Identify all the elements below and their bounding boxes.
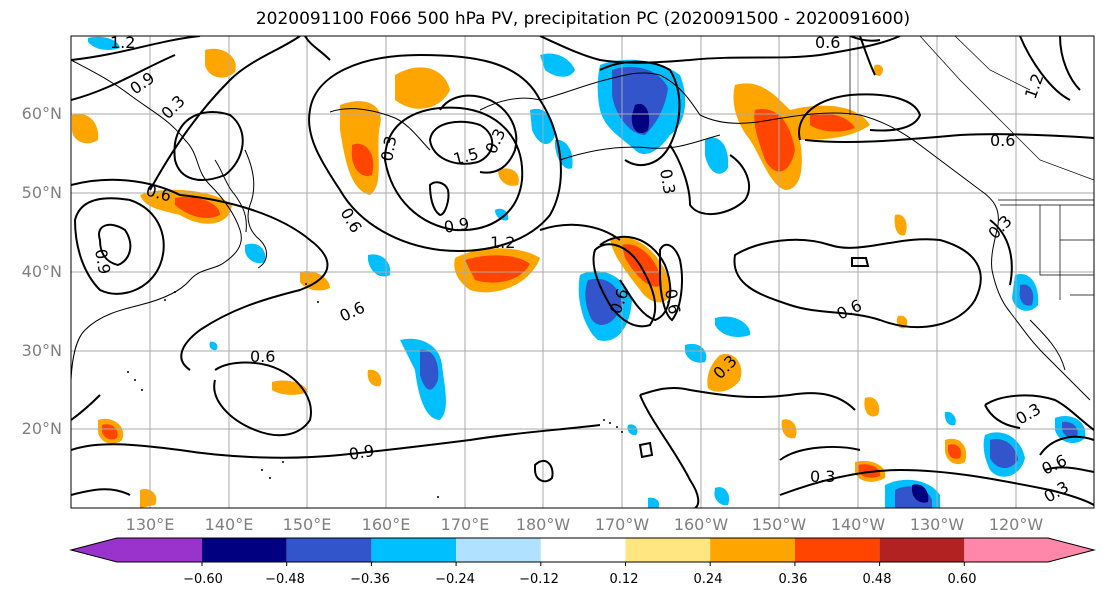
colorbar-tick-label: 0.12 (609, 572, 639, 587)
lon-label-150w: 150°W (751, 515, 807, 534)
contour-label: 0.9 (91, 247, 114, 275)
contour-label: 1.2 (490, 233, 515, 252)
contour-label: 0.6 (815, 33, 840, 52)
lon-label-130w: 130°W (909, 515, 965, 534)
contour-label: 1.2 (110, 33, 135, 52)
lon-label-150e: 150°E (282, 515, 332, 534)
lat-label-50n: 50°N (21, 183, 62, 202)
lon-label-160w: 160°W (673, 515, 729, 534)
colorbar-tick-label: −0.36 (350, 572, 390, 587)
colorbar-tick-label: 0.60 (947, 572, 977, 587)
contour-label: 0.9 (347, 441, 375, 464)
map-title: 2020091100 F066 500 hPa PV, precipitatio… (255, 9, 911, 29)
contour-label: 0.9 (442, 214, 470, 237)
lat-label-40n: 40°N (21, 262, 62, 281)
islands (127, 283, 623, 498)
contour-label: 0.6 (661, 287, 684, 315)
colorbar-tick-label: −0.60 (183, 572, 223, 587)
contour-label: 0.3 (656, 167, 679, 195)
lon-label-160e: 160°E (361, 515, 411, 534)
contour-label: 0.6 (990, 131, 1015, 150)
colorbar-tick-label: 0.48 (862, 572, 892, 587)
lon-label-180w: 180°W (515, 515, 571, 534)
lon-label-130e: 130°E (125, 515, 175, 534)
contour-label: 0.3 (377, 134, 400, 162)
colorbar-tick-label: −0.24 (435, 572, 475, 587)
colorbar-tick-label: 0.24 (693, 572, 723, 587)
lat-label-60n: 60°N (21, 104, 62, 123)
coastlines (71, 59, 1091, 401)
contour-label: 0.6 (250, 347, 275, 366)
lat-label-30n: 30°N (21, 341, 62, 360)
lon-label-170e: 170°E (440, 515, 490, 534)
colorbar-tick-label: 0.36 (778, 572, 808, 587)
lon-label-170w: 170°W (594, 515, 650, 534)
colorbar-tick-label: −0.12 (519, 572, 559, 587)
lat-label-20n: 20°N (21, 419, 62, 438)
lon-label-140w: 140°W (830, 515, 886, 534)
lon-label-140e: 140°E (204, 515, 254, 534)
graticule (71, 36, 1094, 508)
map-frame (70, 35, 1095, 509)
pv-contours (71, 36, 1094, 508)
borders (849, 36, 1094, 300)
contour-label: 0.3 (810, 467, 835, 486)
lon-label-120w: 120°W (988, 515, 1044, 534)
colorbar-tick-label: −0.48 (265, 572, 305, 587)
